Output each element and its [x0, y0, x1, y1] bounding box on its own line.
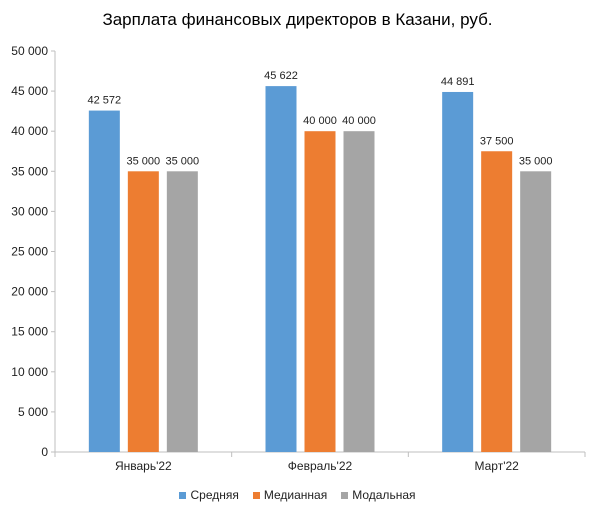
y-tick-label: 25 000: [11, 245, 48, 259]
data-label: 35 000: [519, 155, 553, 167]
legend-item: Модальная: [341, 488, 416, 502]
y-tick-label: 35 000: [11, 164, 48, 178]
y-tick-label: 5 000: [18, 405, 48, 419]
legend-swatch: [179, 491, 187, 499]
legend: Средняя Медианная Модальная: [0, 488, 595, 502]
y-tick-label: 45 000: [11, 84, 48, 98]
y-tick-label: 15 000: [11, 325, 48, 339]
y-tick-label: 0: [41, 445, 48, 459]
x-tick-label: Март'22: [474, 459, 519, 473]
data-label: 44 891: [441, 76, 475, 88]
legend-item: Медианная: [252, 488, 328, 502]
bar: [304, 131, 336, 452]
legend-item: Средняя: [179, 488, 239, 502]
bar: [88, 110, 120, 452]
data-label: 45 622: [264, 70, 298, 82]
legend-label: Средняя: [190, 488, 239, 502]
legend-label: Модальная: [352, 488, 416, 502]
x-tick-label: Февраль'22: [288, 459, 353, 473]
data-label: 35 000: [166, 155, 200, 167]
bar: [127, 171, 159, 453]
data-label: 42 572: [88, 95, 122, 107]
data-label: 37 500: [480, 135, 514, 147]
bar: [520, 171, 552, 453]
chart-title: Зарплата финансовых директоров в Казани,…: [102, 10, 493, 29]
bar: [481, 151, 513, 452]
y-tick-label: 30 000: [11, 204, 48, 218]
y-tick-label: 50 000: [11, 44, 48, 58]
data-label: 35 000: [127, 155, 161, 167]
bar: [265, 86, 297, 452]
y-tick-label: 40 000: [11, 124, 48, 138]
y-tick-label: 20 000: [11, 285, 48, 299]
x-tick-label: Январь'22: [115, 459, 172, 473]
legend-label: Медианная: [263, 488, 328, 502]
data-label: 40 000: [342, 115, 376, 127]
bar: [442, 91, 474, 452]
legend-swatch: [341, 491, 349, 499]
y-tick-label: 10 000: [11, 365, 48, 379]
data-label: 40 000: [303, 115, 337, 127]
bar: [166, 171, 198, 453]
legend-swatch: [252, 491, 260, 499]
bar: [343, 131, 375, 452]
